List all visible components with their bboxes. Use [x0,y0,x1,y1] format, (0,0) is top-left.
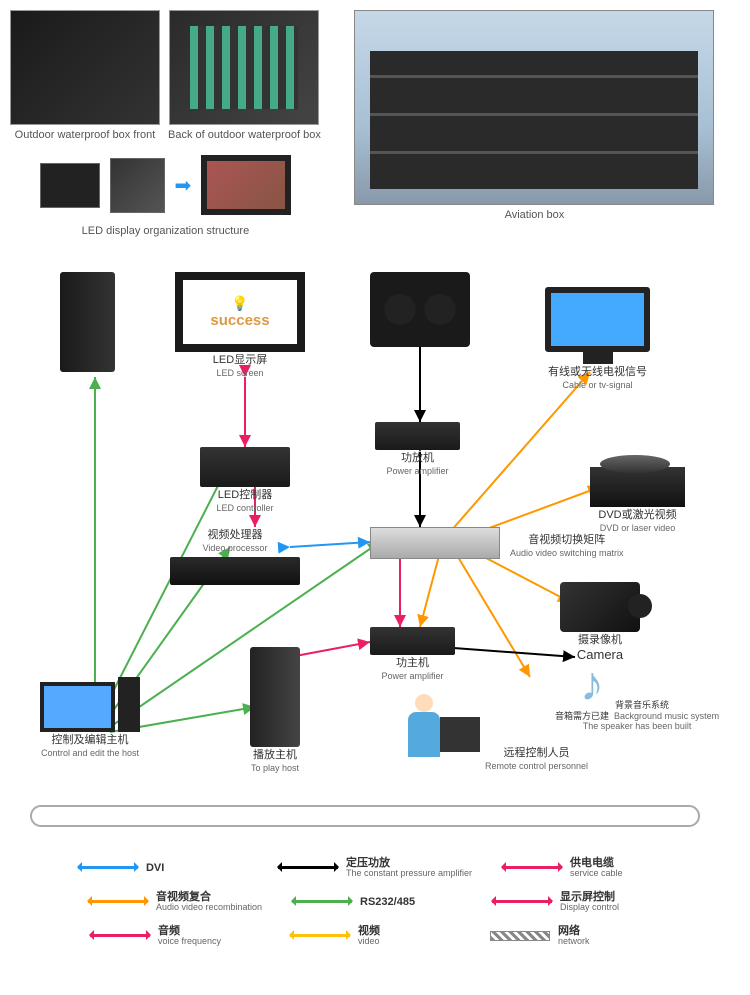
legend-text: DVI [146,862,164,874]
box-front-image [10,10,160,125]
speakers-icon [370,272,470,347]
legend-text: 音频voice frequency [158,925,221,947]
legend-item: DVI [78,857,248,879]
led-structure-row: ➡ [34,149,298,221]
legend-row: 音视频复合Audio video recombination RS232/485… [40,891,710,913]
node-video-processor: 视频处理器 Video processor [170,527,300,585]
led-screen-label: LED显示屏 LED screen [213,354,267,380]
led-panel-icon [40,163,100,208]
monitor-stand-icon [583,352,613,364]
processor-label: 视频处理器 Video processor [203,529,268,555]
legend-line-icon [278,866,338,869]
matrix-label: 音视频切换矩阵 Audio video switching matrix [510,534,624,560]
tv-frame-icon [201,155,291,215]
box-front: Outdoor waterproof box front [10,10,160,141]
box-back: Back of outdoor waterproof box [168,10,321,141]
legend-text: 显示屏控制Display control [560,891,619,913]
control-host-label: 控制及编辑主机 Control and edit the host [41,734,139,760]
amp-label: 功放机 Power amplifier [386,452,448,478]
legend-line-icon [290,934,350,937]
camera-icon [560,582,640,632]
success-text: success [210,312,269,329]
processor-icon [170,557,300,585]
node-dvd: DVD或激光视频 DVD or laser video [590,467,685,535]
aviation-image [354,10,714,205]
controller-icon [200,447,290,487]
legend-line-icon [502,866,562,869]
node-power-amp: 功放机 Power amplifier [375,422,460,478]
top-right-col: Aviation box [329,10,740,237]
controller-label: LED控制器 LED controller [216,489,273,515]
node-speakers [370,272,470,347]
legend-text: 音视频复合Audio video recombination [156,891,262,913]
legend-row: 音频voice frequency 视频video 网络network [40,925,710,947]
node-led-screen: 💡 success LED显示屏 LED screen [175,272,305,380]
top-left-col: Outdoor waterproof box front Back of out… [10,10,321,237]
legend-item: 网络network [490,925,660,947]
legend-line-icon [78,866,138,869]
tv-label: 有线或无线电视信号 Cable or tv-signal [548,366,647,392]
legend-line-icon [492,900,552,903]
top-section: Outdoor waterproof box front Back of out… [0,0,750,247]
network-pipe [30,805,700,827]
legend-text: 定压功放The constant pressure amplifier [346,857,472,879]
aviation-caption: Aviation box [505,209,565,221]
pc-tower-icon [60,272,115,372]
box-back-image [169,10,319,125]
dvd-icon [590,467,685,507]
arrow-icon: ➡ [175,173,192,198]
node-power-amp2: 功主机 Power amplifier [370,627,455,683]
legend-item: 供电电缆service cable [502,857,672,879]
node-control-host: 控制及编辑主机 Control and edit the host [40,677,140,760]
person-icon [400,677,480,757]
legend-text: 视频video [358,925,380,947]
remote-label: 远程控制人员 Remote control personnel [485,747,588,773]
led-cube-icon [110,158,165,213]
matrix-icon [370,527,500,559]
top-row-boxes: Outdoor waterproof box front Back of out… [10,10,321,141]
node-led-controller: LED控制器 LED controller [200,447,290,515]
monitor-icon [545,287,650,352]
play-host-label: 播放主机 To play host [251,749,299,775]
box-front-caption: Outdoor waterproof box front [15,129,156,141]
bg-music-label: 背景音乐系统 音箱需方已建 Background music system Th… [555,689,719,743]
node-play-host: 播放主机 To play host [250,647,300,775]
legend-item: 音频voice frequency [90,925,260,947]
system-diagram: 💡 success LED显示屏 LED screen 有线或无线电视信号 Ca… [0,257,750,837]
success-screen-icon: 💡 success [175,272,305,352]
play-tower-icon [250,647,300,747]
legend-item: 显示屏控制Display control [492,891,662,913]
legend-row: DVI 定压功放The constant pressure amplifier … [40,857,710,879]
legend-item: RS232/485 [292,891,462,913]
legend-item: 音视频复合Audio video recombination [88,891,262,913]
box-back-caption: Back of outdoor waterproof box [168,129,321,141]
node-tv: 有线或无线电视信号 Cable or tv-signal [545,287,650,392]
legend-rows: DVI 定压功放The constant pressure amplifier … [40,857,710,947]
amp2-icon [370,627,455,655]
legend-text: 供电电缆service cable [570,857,623,879]
node-matrix [370,527,500,559]
legend-item: 视频video [290,925,460,947]
legend-text: 网络network [558,925,590,947]
legend-line-icon [292,900,352,903]
led-structure: ➡ LED display organization structure [10,149,321,237]
control-host-icon [40,677,140,732]
node-camera: 摄录像机 Camera [560,582,640,663]
node-pc-tower [60,272,115,372]
legend-line-icon [90,934,150,937]
node-remote-person [400,677,480,757]
legend-item: 定压功放The constant pressure amplifier [278,857,472,879]
amp-icon [375,422,460,450]
led-structure-caption: LED display organization structure [82,225,250,237]
legend: DVI 定压功放The constant pressure amplifier … [0,837,750,969]
legend-hatch-icon [490,931,550,941]
legend-text: RS232/485 [360,896,415,908]
dvd-label: DVD或激光视频 DVD or laser video [598,509,676,535]
legend-line-icon [88,900,148,903]
